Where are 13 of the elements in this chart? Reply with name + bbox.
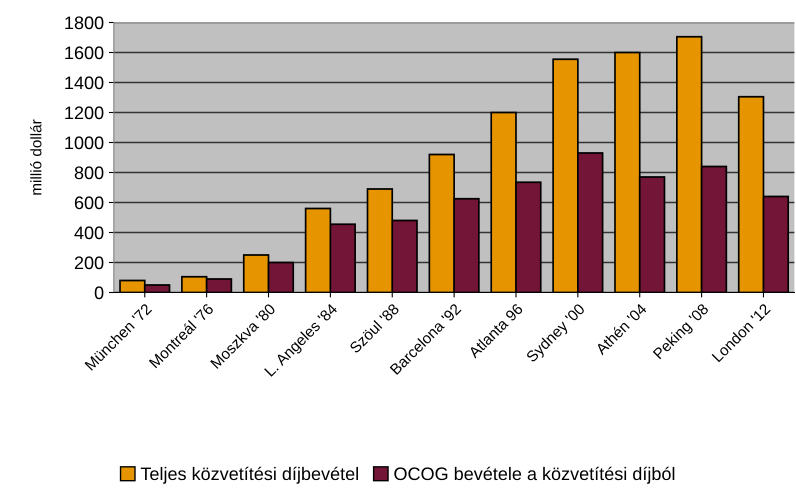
y-tick-label: 200: [74, 256, 104, 270]
y-tick-label: 800: [74, 166, 104, 180]
legend-label: Teljes közvetítési díjbevétel: [140, 466, 358, 484]
legend-label: OCOG bevétele a közvetítési díjból: [394, 466, 674, 484]
y-tick-label: 600: [74, 196, 104, 210]
y-tick-label: 400: [74, 226, 104, 240]
y-tick-label: 1600: [65, 46, 104, 60]
y-tick-label: 1800: [65, 16, 104, 30]
y-tick-label: 1200: [65, 106, 104, 120]
y-tick-label: 1400: [65, 76, 104, 90]
y-axis-title: millió dollár: [30, 120, 42, 195]
y-tick-label: 1000: [65, 136, 104, 150]
y-tick-label: 0: [94, 286, 104, 300]
